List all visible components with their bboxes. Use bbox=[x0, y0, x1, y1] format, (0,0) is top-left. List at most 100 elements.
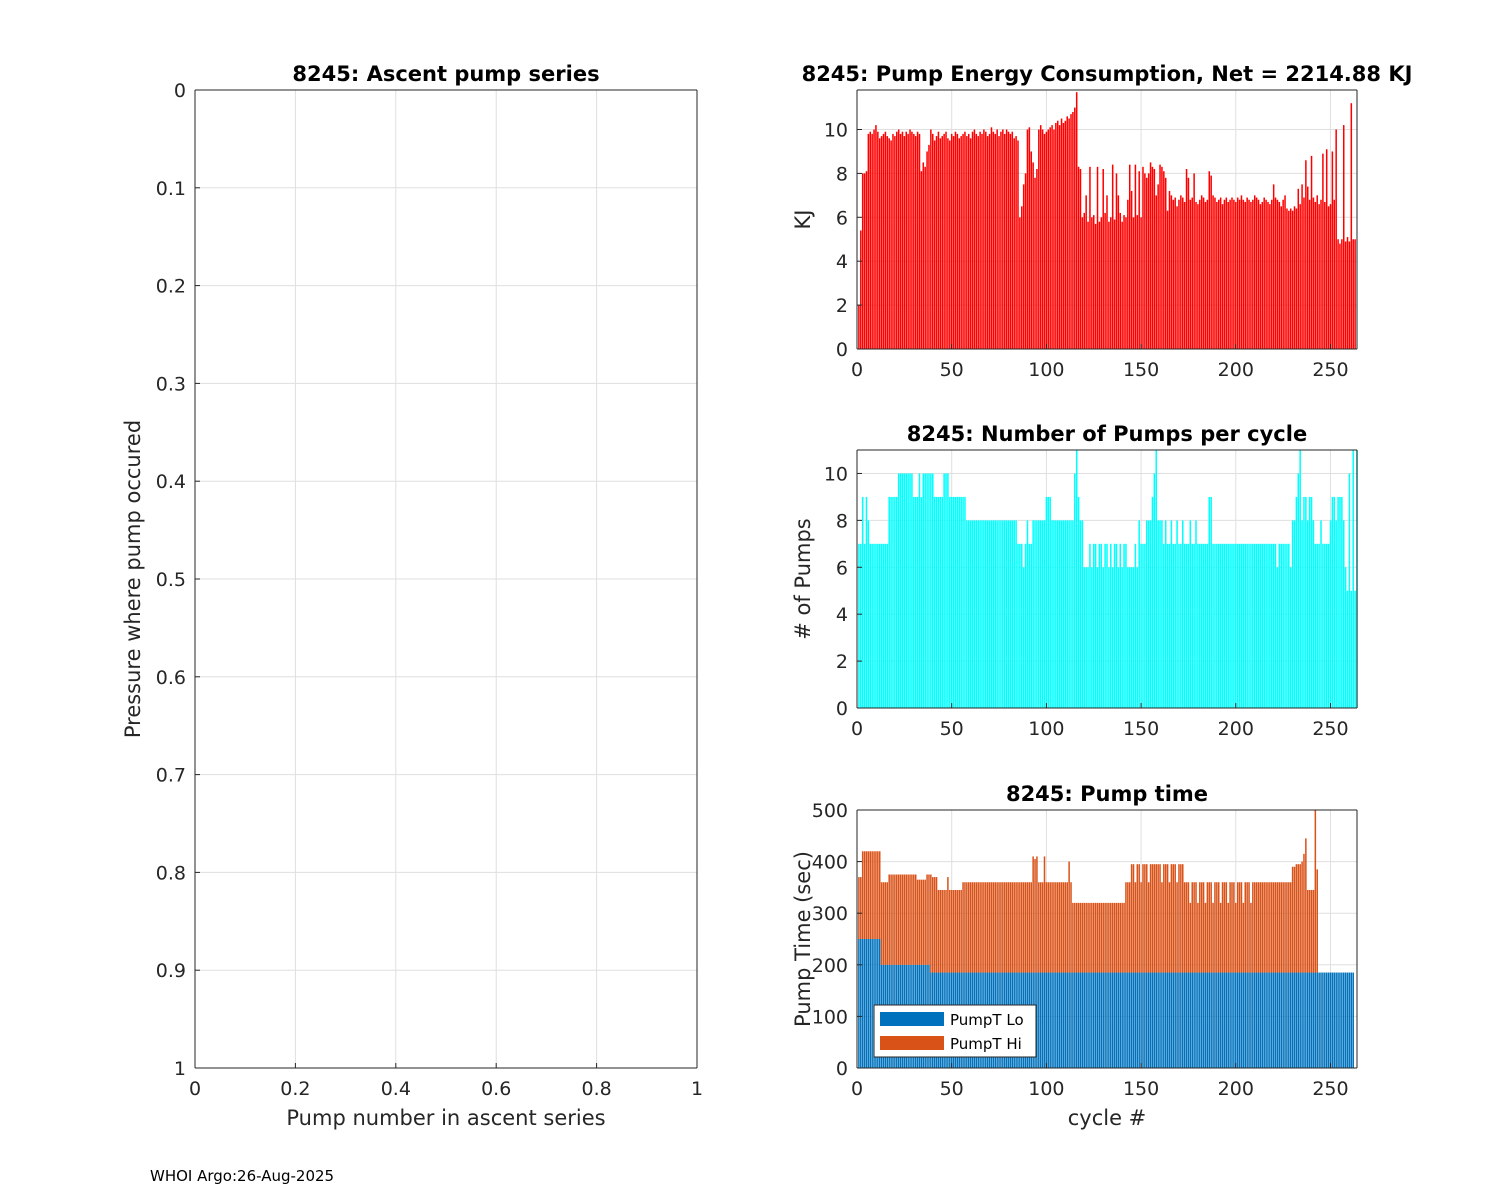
bar bbox=[1159, 164, 1161, 349]
bar-pumpt-hi bbox=[1221, 882, 1224, 973]
bar bbox=[1238, 199, 1241, 349]
bar bbox=[1164, 520, 1167, 708]
bar bbox=[962, 133, 964, 349]
bar-pumpt-hi bbox=[884, 882, 887, 965]
bar-pumpt-hi bbox=[933, 877, 936, 973]
bar bbox=[1312, 197, 1315, 349]
bar bbox=[899, 473, 902, 708]
bar bbox=[1017, 543, 1019, 708]
bar bbox=[1305, 496, 1307, 708]
bar bbox=[966, 520, 968, 708]
bar bbox=[924, 473, 926, 708]
bar-pumpt-hi bbox=[1202, 882, 1205, 973]
bar bbox=[1187, 177, 1190, 349]
bar bbox=[1346, 590, 1349, 708]
bar bbox=[971, 131, 974, 349]
bar bbox=[873, 543, 875, 708]
bar-pumpt-lo bbox=[1307, 972, 1309, 1068]
bar bbox=[996, 129, 998, 349]
bar bbox=[1144, 543, 1146, 708]
bar bbox=[1176, 520, 1178, 708]
bar bbox=[907, 473, 909, 708]
bar-pumpt-hi bbox=[1047, 882, 1050, 973]
bar-pumpt-hi bbox=[950, 889, 953, 973]
bar bbox=[1045, 496, 1048, 708]
bar bbox=[975, 133, 978, 349]
bar-pumpt-lo bbox=[1352, 972, 1354, 1068]
bar bbox=[1348, 473, 1351, 708]
y-tick-label: 10 bbox=[824, 120, 848, 142]
bar-pumpt-hi bbox=[1130, 864, 1133, 973]
bar-pumpt-lo bbox=[1282, 972, 1284, 1068]
x-axis-label: Pump number in ascent series bbox=[286, 1106, 605, 1130]
bar bbox=[1335, 520, 1337, 708]
bar-pumpt-lo bbox=[1335, 972, 1337, 1068]
bar bbox=[1041, 520, 1044, 708]
y-tick-label: 2 bbox=[836, 651, 848, 673]
bar bbox=[949, 496, 951, 708]
bar-pumpt-hi bbox=[863, 851, 866, 939]
bar bbox=[967, 133, 970, 349]
bar bbox=[1240, 543, 1243, 708]
bar-pumpt-hi bbox=[1022, 882, 1025, 973]
bar bbox=[1049, 127, 1051, 349]
bar bbox=[1182, 197, 1184, 349]
x-tick-label: 0 bbox=[851, 1078, 863, 1100]
bar bbox=[1005, 520, 1008, 708]
bar-pumpt-hi bbox=[1274, 882, 1277, 973]
bar bbox=[1003, 133, 1006, 349]
bar bbox=[913, 496, 915, 708]
bar-pumpt-lo bbox=[1212, 972, 1214, 1068]
bar bbox=[1303, 197, 1305, 349]
y-tick-label: 300 bbox=[812, 903, 848, 925]
bar-pumpt-hi bbox=[1072, 902, 1074, 973]
bar-pumpt-lo bbox=[1320, 972, 1322, 1068]
x-tick-label: 0.2 bbox=[280, 1078, 310, 1100]
bar bbox=[1329, 204, 1332, 349]
bar bbox=[935, 496, 938, 708]
bar-pumpt-hi bbox=[894, 874, 896, 965]
bar-pumpt-lo bbox=[1068, 972, 1070, 1068]
bar bbox=[877, 131, 879, 349]
bar bbox=[1098, 543, 1101, 708]
bar bbox=[1123, 215, 1125, 349]
chart-title: 8245: Number of Pumps per cycle bbox=[907, 422, 1307, 446]
bar bbox=[1125, 543, 1127, 708]
bar-pumpt-lo bbox=[1195, 972, 1197, 1068]
bar-pumpt-hi bbox=[916, 879, 919, 965]
bar bbox=[1354, 239, 1356, 349]
bar-pumpt-lo bbox=[1214, 972, 1216, 1068]
bar bbox=[1193, 543, 1195, 708]
bar bbox=[1026, 129, 1029, 349]
bar bbox=[1072, 520, 1074, 708]
bar-pumpt-hi bbox=[1163, 864, 1165, 973]
bar bbox=[986, 136, 989, 349]
bar bbox=[1233, 199, 1235, 349]
bar-pumpt-lo bbox=[1235, 972, 1237, 1068]
bar-pumpt-lo bbox=[1250, 972, 1252, 1068]
bar-pumpt-lo bbox=[1174, 972, 1176, 1068]
bar bbox=[1322, 543, 1324, 708]
bar-pumpt-hi bbox=[1147, 882, 1150, 973]
bar-pumpt-lo bbox=[873, 939, 875, 1068]
bar-pumpt-lo bbox=[1231, 972, 1233, 1068]
bar-pumpt-lo bbox=[1157, 972, 1159, 1068]
bar bbox=[952, 496, 955, 708]
bar bbox=[1000, 520, 1002, 708]
bar-pumpt-lo bbox=[1172, 972, 1175, 1068]
bar-pumpt-hi bbox=[971, 882, 974, 973]
bar-pumpt-lo bbox=[1113, 972, 1116, 1068]
bar-pumpt-hi bbox=[1316, 869, 1318, 973]
bar-pumpt-hi bbox=[1125, 882, 1127, 973]
bar bbox=[1212, 195, 1214, 349]
bar-pumpt-lo bbox=[871, 939, 873, 1068]
bar bbox=[1324, 543, 1326, 708]
bar-pumpt-hi bbox=[1005, 882, 1008, 973]
bar bbox=[956, 496, 959, 708]
bar bbox=[1346, 237, 1349, 349]
bar-pumpt-hi bbox=[1236, 882, 1239, 973]
bar bbox=[1075, 450, 1078, 708]
bar bbox=[1280, 206, 1282, 349]
bar-pumpt-hi bbox=[1244, 882, 1247, 973]
bar bbox=[1210, 175, 1212, 349]
